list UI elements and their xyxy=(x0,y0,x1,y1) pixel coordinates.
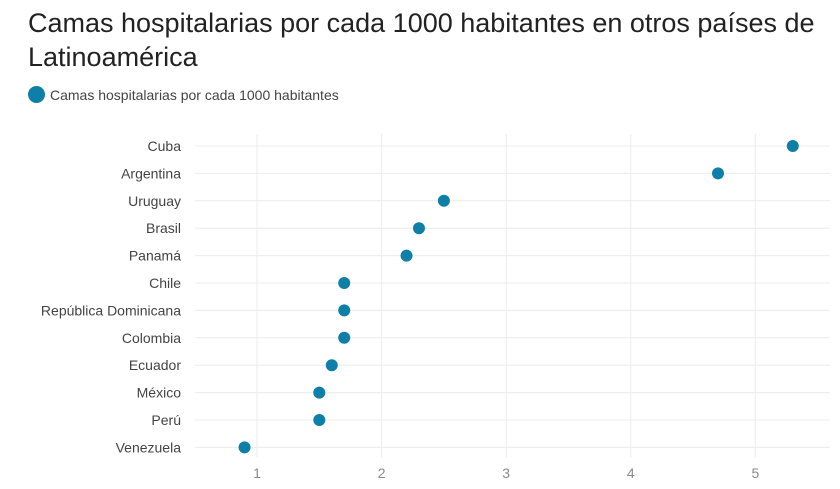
data-point xyxy=(712,167,725,180)
y-axis-ticks: Cuba Argentina Uruguay Brasil Panamá Chile Rep… xyxy=(41,138,181,455)
data-point xyxy=(400,249,413,262)
data-point xyxy=(338,304,351,317)
y-tick-label: Venezuela xyxy=(116,439,182,455)
data-point xyxy=(338,277,351,289)
y-tick-label: Brasil xyxy=(146,220,181,236)
data-point xyxy=(313,414,326,426)
data-point xyxy=(786,140,799,152)
data-point xyxy=(325,359,338,372)
data-point xyxy=(412,222,425,235)
legend-swatch xyxy=(28,86,45,103)
x-tick-label: 4 xyxy=(627,465,635,481)
data-point xyxy=(338,331,351,344)
y-tick-label: Perú xyxy=(151,412,181,428)
x-tick-label: 2 xyxy=(378,465,386,481)
data-points xyxy=(238,140,799,454)
y-tick-label: Uruguay xyxy=(128,193,181,209)
data-point xyxy=(437,194,450,207)
y-tick-label: Panamá xyxy=(129,248,181,264)
x-tick-label: 3 xyxy=(502,465,510,481)
grid-layer xyxy=(195,134,830,458)
x-axis-ticks: 1 2 3 4 5 xyxy=(253,465,759,481)
y-tick-label: Argentina xyxy=(121,165,181,181)
chart-title: Camas hospitalarias por cada 1000 habita… xyxy=(28,8,815,72)
y-tick-label: Colombia xyxy=(122,330,181,346)
x-tick-label: 5 xyxy=(752,465,760,481)
y-tick-label: República Dominicana xyxy=(41,302,181,318)
legend-label: Camas hospitalarias por cada 1000 habita… xyxy=(50,86,339,103)
legend: Camas hospitalarias por cada 1000 habita… xyxy=(28,86,339,103)
y-tick-label: Cuba xyxy=(148,138,182,154)
data-point xyxy=(313,386,326,399)
data-point xyxy=(238,441,251,454)
x-tick-label: 1 xyxy=(253,465,261,481)
y-tick-label: Ecuador xyxy=(129,357,181,373)
y-tick-label: México xyxy=(137,385,182,401)
y-tick-label: Chile xyxy=(149,275,181,291)
